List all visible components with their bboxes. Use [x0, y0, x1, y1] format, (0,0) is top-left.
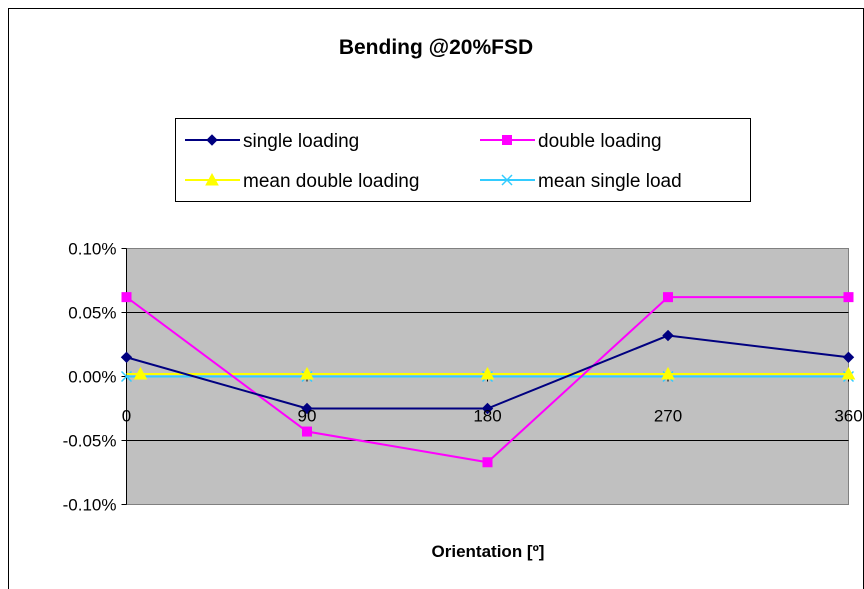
legend-marker [502, 135, 512, 145]
legend-box [175, 118, 751, 202]
data-point [120, 351, 133, 364]
data-point [481, 402, 494, 415]
series-mean-double-loading [126, 366, 856, 380]
data-point [843, 292, 854, 303]
chart-title: Bending @20%FSD [339, 36, 533, 59]
legend-entry: double loading [480, 131, 662, 152]
data-point [121, 292, 132, 303]
y-tick-label: 0.00% [68, 368, 116, 387]
x-tick-label: 270 [654, 407, 682, 426]
data-point [133, 366, 148, 380]
legend: single loading double loading mean double … [175, 118, 751, 202]
legend-label: double loading [538, 131, 662, 152]
data-point [841, 366, 856, 380]
y-tick-label: -0.05% [63, 432, 117, 451]
x-axis-ticks: 0 90 180 270 360 [122, 407, 863, 426]
x-tick-label: 360 [834, 407, 862, 426]
y-tick-label: 0.10% [68, 240, 116, 259]
x-axis-title: Orientation [º] [432, 542, 545, 561]
y-axis-ticks: 0.10% 0.05% 0.00% -0.05% -0.10% [63, 240, 117, 515]
y-tick-label: -0.10% [63, 496, 117, 515]
legend-entry: mean single load [480, 171, 682, 192]
legend-label: mean double loading [243, 171, 419, 192]
data-point [663, 292, 673, 303]
data-point [301, 402, 313, 415]
data-point [842, 351, 855, 364]
x-tick-label: 180 [473, 407, 501, 426]
data-point [482, 457, 493, 468]
legend-label: mean single load [538, 171, 682, 192]
legend-label: single loading [243, 131, 359, 152]
x-tick-label: 90 [298, 407, 317, 426]
series-layer [120, 292, 856, 468]
data-point [662, 329, 674, 342]
legend-entry: mean double loading [185, 171, 419, 192]
series-double-loading [121, 292, 854, 468]
legend-marker [205, 172, 219, 186]
legend-marker [206, 134, 218, 146]
series-single-loading [120, 329, 855, 415]
data-point [300, 366, 314, 380]
data-point [480, 366, 495, 380]
data-point [661, 366, 675, 380]
legend-entry: single loading [185, 131, 359, 152]
data-point [302, 426, 312, 437]
legend-marker [501, 174, 513, 186]
y-tick-label: 0.05% [68, 304, 116, 323]
x-tick-label: 0 [122, 407, 131, 426]
